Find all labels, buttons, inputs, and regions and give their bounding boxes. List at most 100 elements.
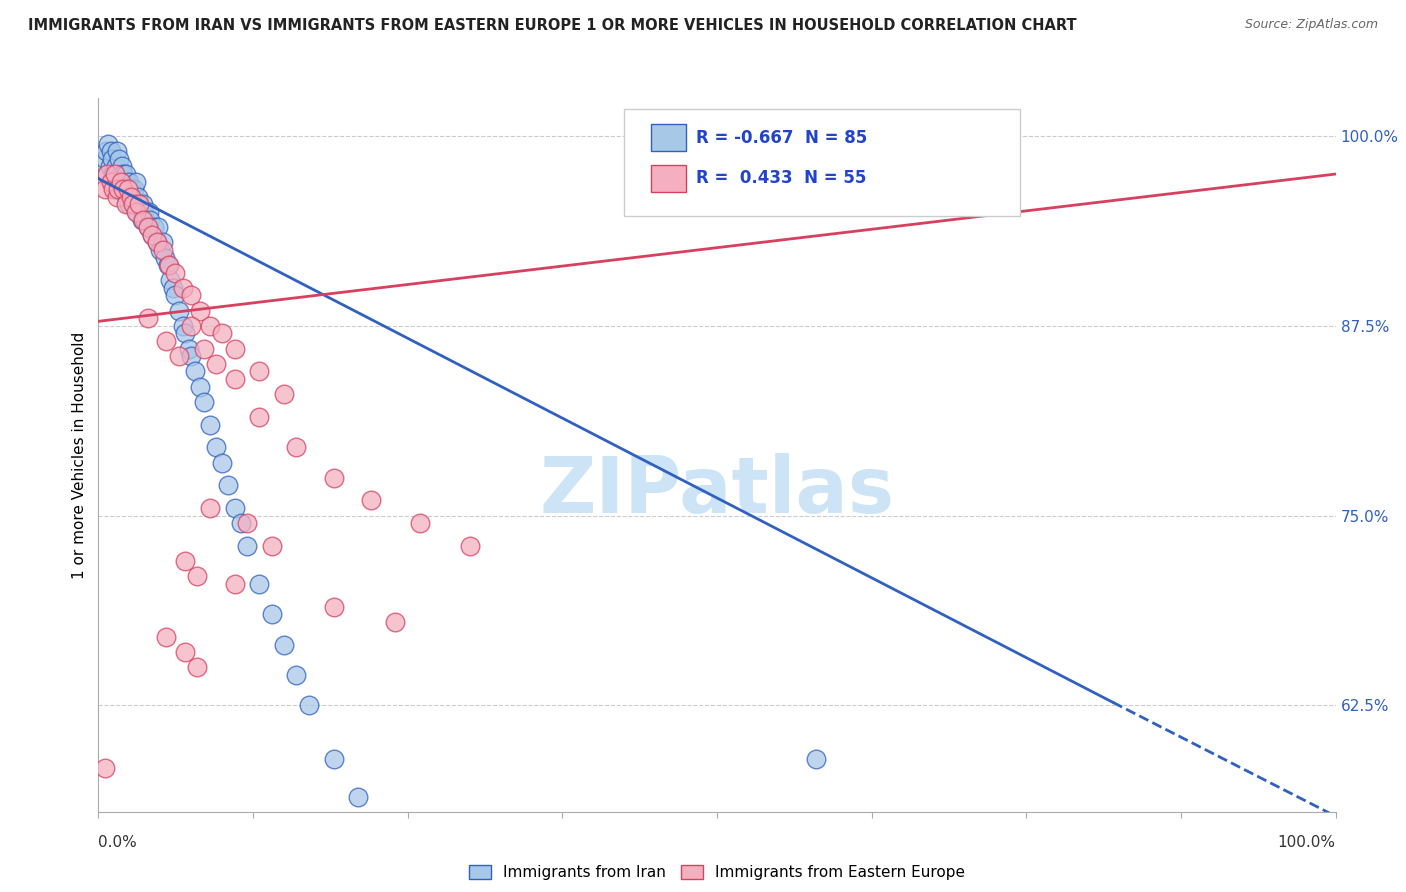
Point — [131, 212, 153, 227]
Point — [198, 417, 221, 432]
Point — [110, 167, 132, 181]
Point — [128, 197, 150, 211]
Point — [128, 197, 150, 211]
Point — [152, 243, 174, 257]
Point — [143, 220, 166, 235]
Point — [211, 326, 233, 341]
Point — [224, 372, 246, 386]
Y-axis label: 1 or more Vehicles in Household: 1 or more Vehicles in Household — [72, 331, 87, 579]
Text: IMMIGRANTS FROM IRAN VS IMMIGRANTS FROM EASTERN EUROPE 1 OR MORE VEHICLES IN HOU: IMMIGRANTS FROM IRAN VS IMMIGRANTS FROM … — [28, 18, 1077, 33]
Text: R = -0.667  N = 85: R = -0.667 N = 85 — [696, 128, 868, 146]
Point — [347, 789, 370, 804]
Point — [100, 175, 122, 189]
Point — [156, 258, 179, 272]
Point — [136, 311, 159, 326]
Point — [122, 197, 145, 211]
Point — [98, 160, 121, 174]
Point — [371, 820, 394, 834]
Point — [322, 751, 344, 765]
Text: 100.0%: 100.0% — [1278, 836, 1336, 850]
Point — [172, 281, 194, 295]
Point — [112, 182, 135, 196]
Point — [152, 235, 174, 250]
Point — [198, 501, 221, 516]
Point — [186, 660, 208, 674]
Point — [145, 235, 167, 250]
Point — [112, 175, 135, 189]
Point — [117, 182, 139, 196]
Point — [101, 152, 124, 166]
Point — [96, 167, 118, 181]
Text: Source: ZipAtlas.com: Source: ZipAtlas.com — [1244, 18, 1378, 31]
Point — [247, 409, 270, 424]
Point — [193, 394, 215, 409]
Point — [111, 160, 134, 174]
Point — [155, 251, 177, 265]
Point — [124, 182, 146, 196]
FancyBboxPatch shape — [651, 165, 686, 192]
Point — [273, 387, 295, 401]
Point — [298, 698, 321, 713]
Point — [121, 190, 143, 204]
Point — [134, 205, 156, 219]
Point — [141, 227, 163, 242]
Point — [100, 145, 122, 159]
Point — [396, 850, 419, 864]
Point — [124, 205, 146, 219]
Point — [177, 342, 200, 356]
Point — [114, 197, 136, 211]
Point — [157, 258, 180, 272]
Point — [205, 440, 228, 454]
Point — [125, 205, 148, 219]
Point — [139, 212, 162, 227]
Point — [205, 357, 228, 371]
Point — [174, 326, 197, 341]
Point — [360, 493, 382, 508]
Point — [114, 167, 136, 181]
FancyBboxPatch shape — [651, 124, 686, 152]
Point — [105, 190, 128, 204]
Point — [97, 136, 120, 151]
Point — [184, 364, 207, 378]
Text: ZIPatlas: ZIPatlas — [540, 452, 894, 529]
Point — [105, 167, 128, 181]
Point — [165, 266, 187, 280]
Point — [103, 167, 125, 181]
Point — [105, 145, 128, 159]
Point — [229, 516, 252, 531]
Point — [188, 379, 211, 393]
Point — [322, 471, 344, 485]
Point — [112, 182, 135, 196]
Point — [186, 569, 208, 583]
Point — [322, 599, 344, 614]
Point — [93, 182, 115, 196]
Legend: Immigrants from Iran, Immigrants from Eastern Europe: Immigrants from Iran, Immigrants from Ea… — [463, 858, 972, 886]
Point — [174, 554, 197, 568]
Point — [236, 539, 259, 553]
Point — [120, 190, 142, 204]
Point — [409, 516, 432, 531]
FancyBboxPatch shape — [624, 109, 1021, 216]
Point — [224, 577, 246, 591]
Point — [188, 303, 211, 318]
Point — [224, 501, 246, 516]
Point — [180, 318, 202, 333]
Point — [174, 645, 197, 659]
Point — [115, 182, 138, 196]
Point — [114, 190, 136, 204]
Point — [146, 220, 169, 235]
Point — [167, 303, 190, 318]
Point — [117, 190, 139, 204]
Point — [132, 212, 155, 227]
Point — [136, 220, 159, 235]
Point — [260, 539, 283, 553]
Point — [141, 227, 163, 242]
Point — [136, 220, 159, 235]
Point — [247, 577, 270, 591]
Point — [180, 349, 202, 363]
Point — [108, 152, 131, 166]
Point — [93, 152, 115, 166]
Point — [103, 182, 125, 196]
Point — [145, 235, 167, 250]
Point — [260, 607, 283, 622]
